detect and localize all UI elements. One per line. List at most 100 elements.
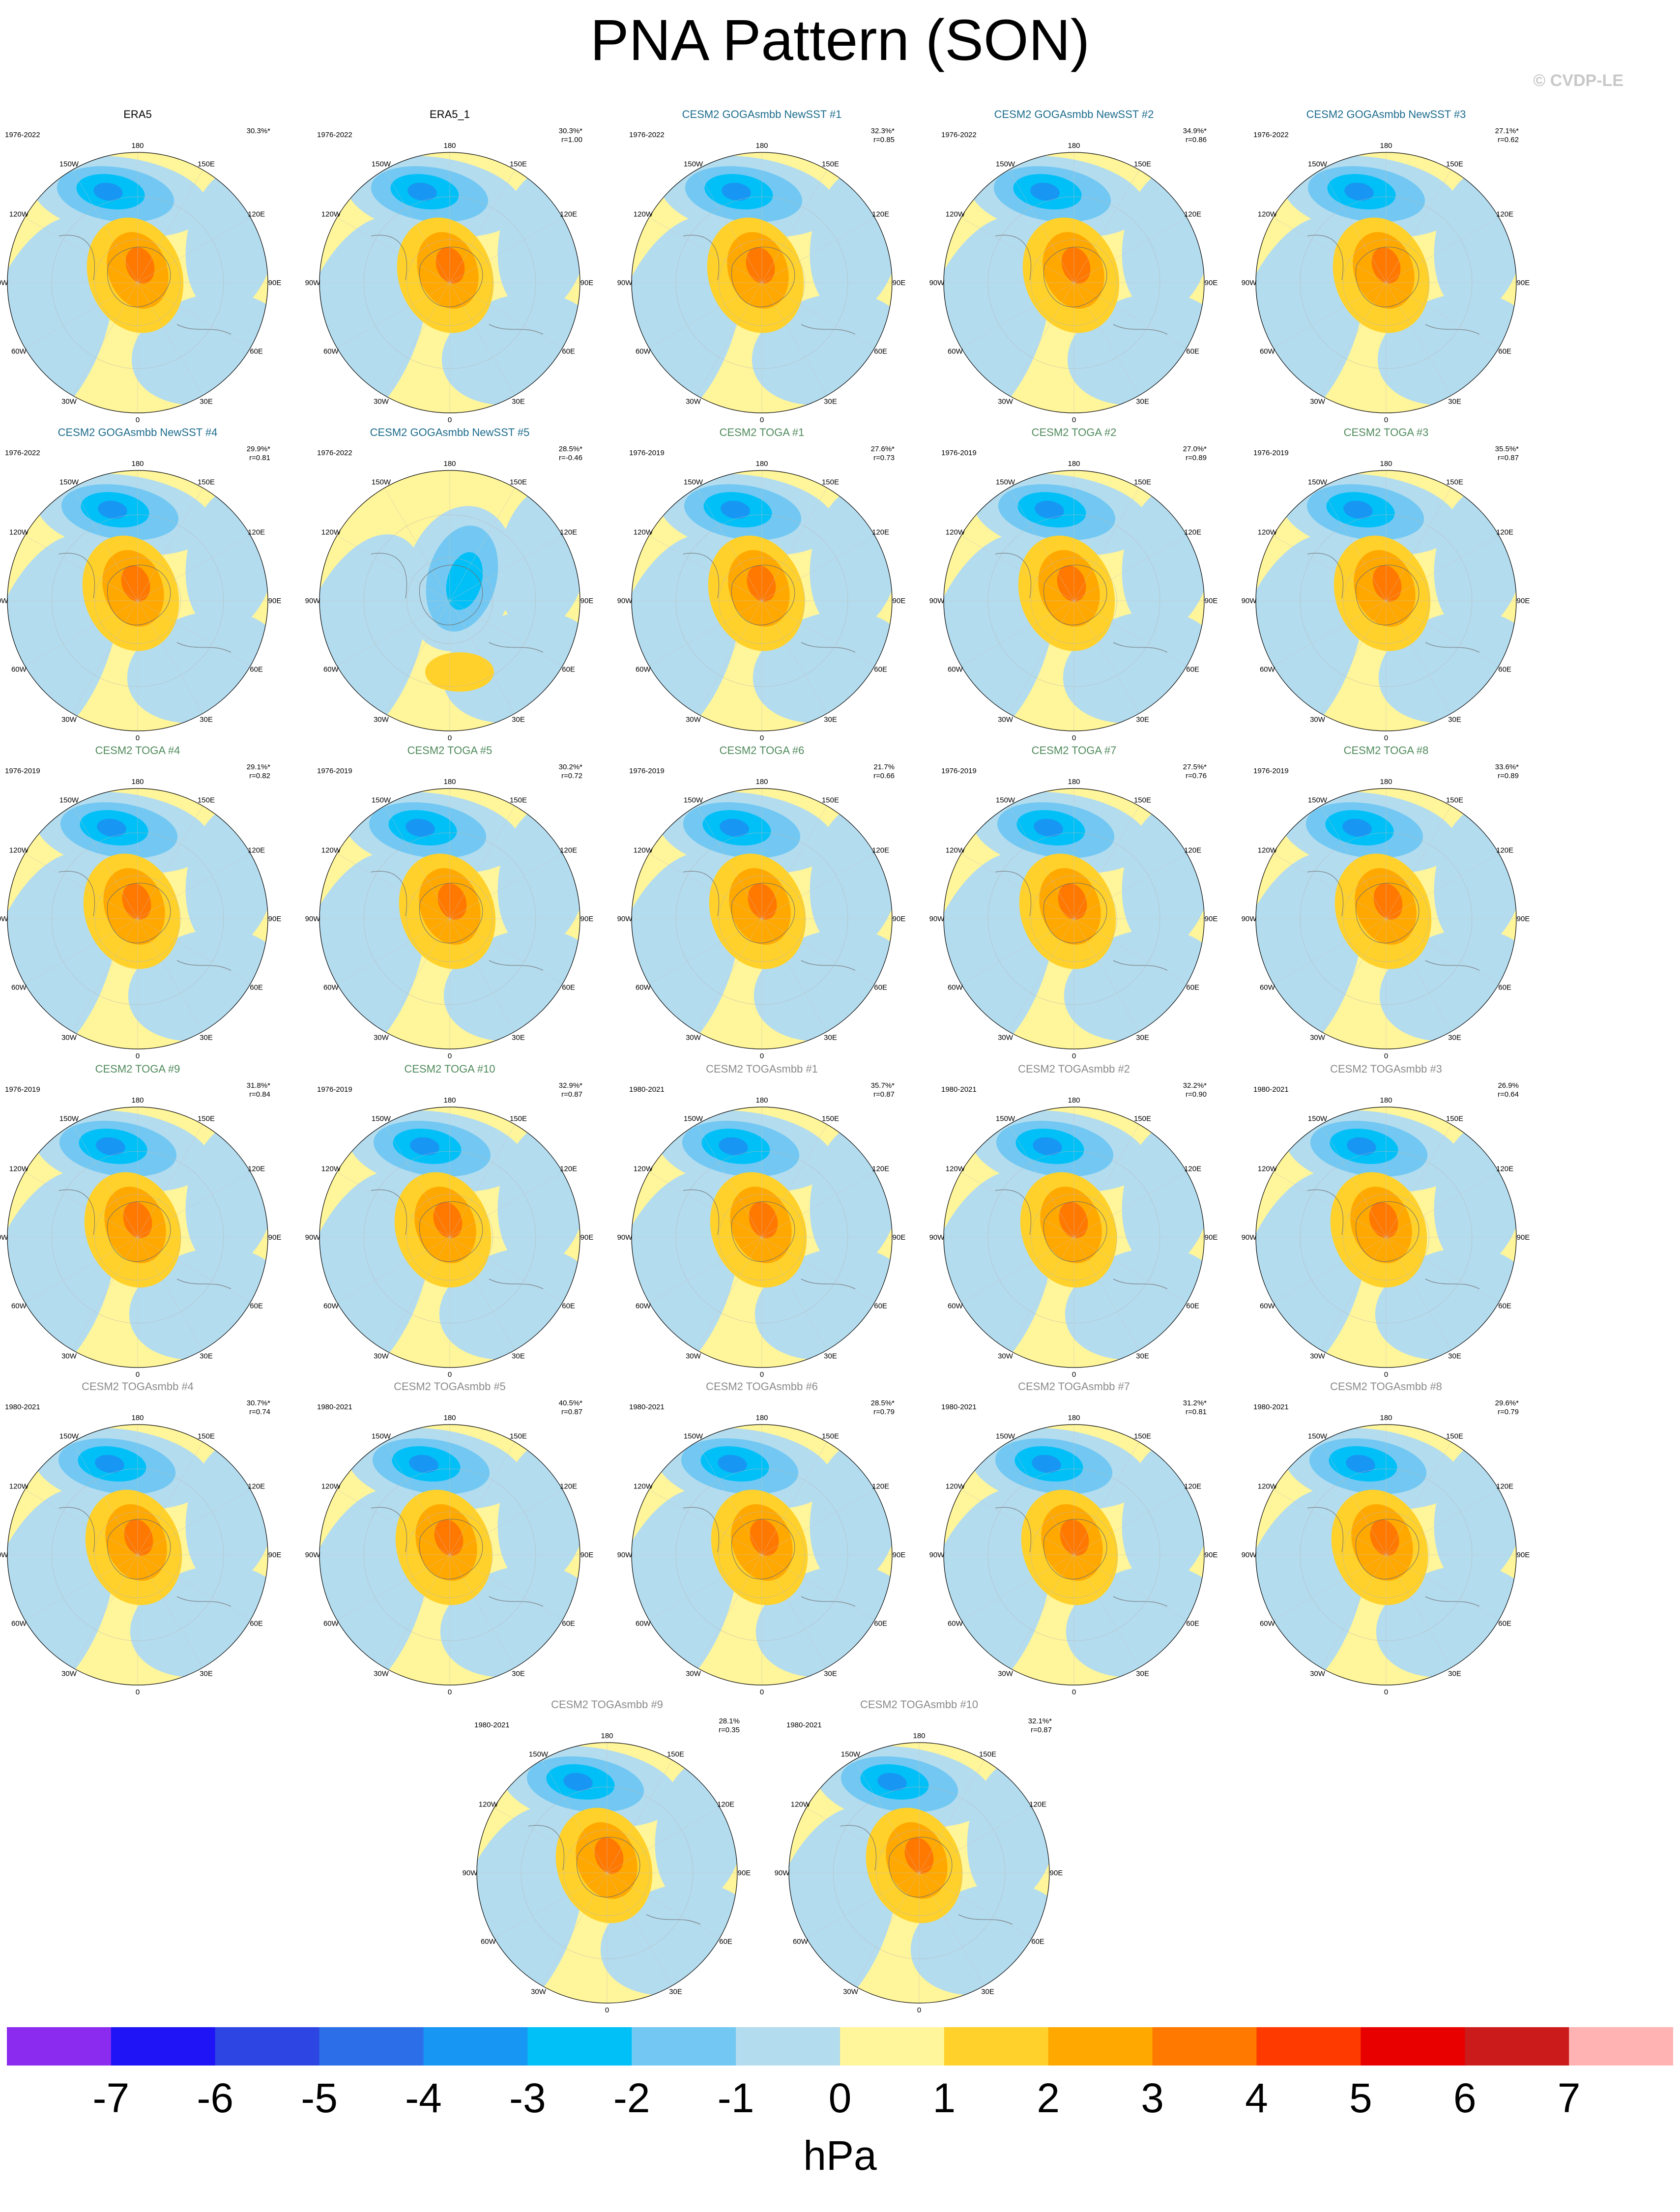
longitude-line	[696, 282, 762, 396]
coastline	[1356, 1519, 1419, 1580]
longitude-line	[1386, 217, 1499, 283]
longitude-label: 30W	[1310, 716, 1326, 724]
longitude-label: 150E	[822, 1432, 839, 1440]
longitude-line	[1009, 918, 1074, 1032]
polar-map: 180 150E 120E 90E 60E 30E 0 30W 60W 90W 120W 150W	[1242, 778, 1530, 1060]
longitude-line	[1073, 282, 1187, 348]
coastline	[995, 1507, 1168, 1607]
longitude-label: 180	[755, 778, 768, 786]
panel-pattern-correlation: r=0.87	[1031, 1726, 1052, 1734]
colorbar-units: hPa	[803, 2132, 877, 2179]
longitude-label: 90E	[1205, 597, 1218, 605]
longitude-line	[542, 1760, 608, 1873]
polar-map: 180 150E 120E 90E 60E 30E 0 30W 60W 90W 120W 150W	[1242, 142, 1530, 424]
longitude-label: 180	[1380, 142, 1392, 150]
longitude-label: 180	[443, 778, 456, 786]
longitude-label: 120W	[321, 1483, 341, 1491]
coastline	[840, 1825, 1013, 1925]
coastline	[683, 871, 856, 971]
panel-title: CESM2 TOGA #5	[407, 744, 492, 757]
longitude-label: 120E	[1184, 1483, 1201, 1491]
longitude-label: 90W	[305, 915, 321, 923]
longitude-label: 180	[755, 1414, 768, 1422]
longitude-line	[384, 1124, 450, 1238]
panel-years: 1976-2019	[317, 767, 352, 775]
longitude-line	[25, 535, 138, 601]
longitude-label: 120E	[248, 846, 265, 855]
longitude-label: 0	[1072, 1052, 1076, 1060]
longitude-label: 30E	[824, 1352, 837, 1361]
longitude-label: 90E	[580, 597, 594, 605]
longitude-label: 90W	[463, 1869, 478, 1877]
longitude-label: 30W	[998, 1670, 1014, 1678]
longitude-line	[137, 1442, 203, 1555]
coastline	[1043, 247, 1107, 308]
longitude-label: 30E	[824, 716, 837, 724]
panel-variance-explained: 35.7%*	[870, 1081, 895, 1090]
longitude-line	[1273, 535, 1387, 601]
longitude-line	[649, 1172, 762, 1238]
coastline	[683, 1190, 856, 1289]
longitude-label: 30W	[374, 398, 389, 406]
longitude-line	[1073, 1237, 1187, 1303]
colorbar-swatch	[215, 2027, 320, 2066]
longitude-line	[1073, 1172, 1187, 1238]
longitude-label: 90W	[305, 279, 321, 287]
pacific-low	[1032, 1455, 1061, 1473]
longitude-label: 180	[131, 778, 144, 786]
longitude-label: 30W	[374, 716, 389, 724]
longitude-label: 30W	[1310, 1670, 1326, 1678]
longitude-line	[1073, 918, 1187, 984]
coastline	[1043, 565, 1107, 626]
longitude-line	[1273, 1172, 1387, 1238]
polar-map: 180 150E 120E 90E 60E 30E 0 30W 60W 90W 120W 150W	[305, 1414, 594, 1696]
longitude-label: 180	[131, 142, 144, 150]
longitude-label: 60W	[1260, 1302, 1275, 1310]
longitude-label: 90E	[893, 1551, 906, 1559]
longitude-line	[1386, 170, 1451, 283]
longitude-label: 30W	[686, 1670, 701, 1678]
longitude-label: 150W	[372, 478, 391, 486]
longitude-line	[649, 1489, 762, 1555]
coastline	[107, 247, 171, 308]
longitude-label: 90E	[268, 1233, 282, 1242]
panel-variance-explained: 31.2%*	[1183, 1399, 1207, 1407]
longitude-line	[1386, 1489, 1499, 1555]
pacific-low	[1033, 1137, 1062, 1156]
longitude-label: 120E	[560, 210, 577, 219]
polar-map: 180 150E 120E 90E 60E 30E 0 30W 60W 90W 120W 150W	[305, 1096, 594, 1379]
longitude-line	[1386, 282, 1451, 396]
coastline	[419, 565, 483, 626]
longitude-line	[137, 488, 203, 601]
coastline	[107, 1201, 171, 1262]
map-border	[476, 1742, 738, 2004]
longitude-line	[696, 170, 762, 283]
longitude-line	[449, 1489, 563, 1555]
panel-years: 1980-2021	[941, 1085, 977, 1094]
longitude-line	[1073, 488, 1139, 601]
colorbar-swatch	[319, 2027, 424, 2066]
longitude-line	[1273, 918, 1387, 984]
polar-map: 180 150E 120E 90E 60E 30E 0 30W 60W 90W 120W 150W	[929, 778, 1218, 1060]
longitude-label: 90W	[617, 1233, 633, 1242]
longitude-line	[1386, 1237, 1451, 1350]
longitude-line	[607, 1807, 720, 1873]
longitude-label: 180	[443, 1414, 456, 1422]
longitude-line	[761, 217, 875, 283]
longitude-label: 120W	[321, 528, 341, 537]
longitude-line	[1073, 282, 1139, 396]
longitude-label: 30W	[998, 1352, 1014, 1361]
longitude-label: 90E	[1050, 1869, 1063, 1877]
longitude-label: 90E	[268, 915, 282, 923]
longitude-line	[337, 1554, 450, 1620]
longitude-label: 150W	[684, 1114, 703, 1123]
longitude-label: 60E	[250, 984, 263, 992]
longitude-line	[384, 1237, 450, 1350]
north-american-high	[747, 565, 776, 602]
longitude-label: 150E	[198, 160, 215, 168]
coastline	[1356, 565, 1419, 626]
longitude-line	[137, 1554, 251, 1620]
panel-years: 1976-2022	[1253, 131, 1289, 139]
longitude-label: 30W	[686, 1034, 701, 1042]
longitude-label: 60E	[874, 666, 887, 674]
